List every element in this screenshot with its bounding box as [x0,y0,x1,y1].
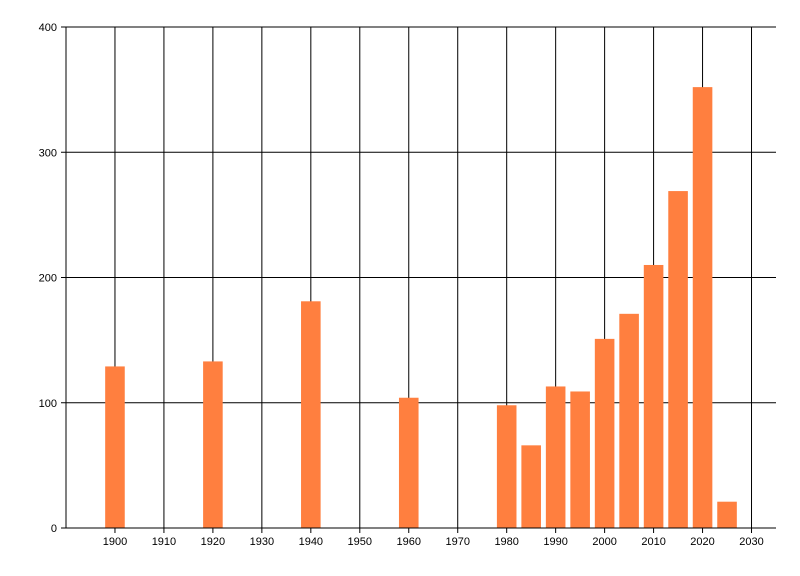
bar-2015 [668,191,688,528]
x-tick-label: 1990 [543,536,567,548]
bar-1995 [570,391,590,528]
bar-2020 [692,87,713,529]
bar-1900 [105,366,125,528]
x-tick-label: 1940 [299,536,323,548]
x-axis-tick-labels: 1900 1910 1920 1930 1940 1950 1960 1970 1980 1990… [103,536,764,548]
bar-2025 [717,501,737,528]
x-tick-label: 1950 [348,536,372,548]
bar-1990 [545,386,566,528]
bar-2005 [619,313,639,528]
x-tick-label: 2020 [690,536,714,548]
y-tick-label: 400 [39,22,57,34]
x-tick-label: 2010 [641,536,665,548]
x-tick-label: 1910 [152,536,176,548]
y-tick-label: 200 [39,273,57,285]
x-tick-label: 1900 [103,536,127,548]
bar-2010 [643,264,664,528]
bar-1960 [398,397,419,528]
bar-1980 [496,405,517,528]
x-tick-label: 1960 [397,536,421,548]
x-tick-label: 1920 [201,536,225,548]
bar-1985 [521,445,541,528]
bar-series [105,87,737,529]
x-tick-label: 2030 [739,536,763,548]
y-axis-tick-labels: 0 100 200 300 400 [39,22,57,535]
bar-1920 [203,361,223,528]
y-tick-label: 0 [51,523,57,535]
bar-2000 [594,338,615,528]
x-tick-label: 1930 [250,536,274,548]
x-tick-label: 1970 [445,536,469,548]
x-tick-label: 1980 [494,536,518,548]
x-tick-label: 2000 [592,536,616,548]
bar-1940 [301,301,321,528]
axes [61,26,776,533]
y-tick-label: 100 [39,398,57,410]
y-tick-label: 300 [39,147,57,159]
